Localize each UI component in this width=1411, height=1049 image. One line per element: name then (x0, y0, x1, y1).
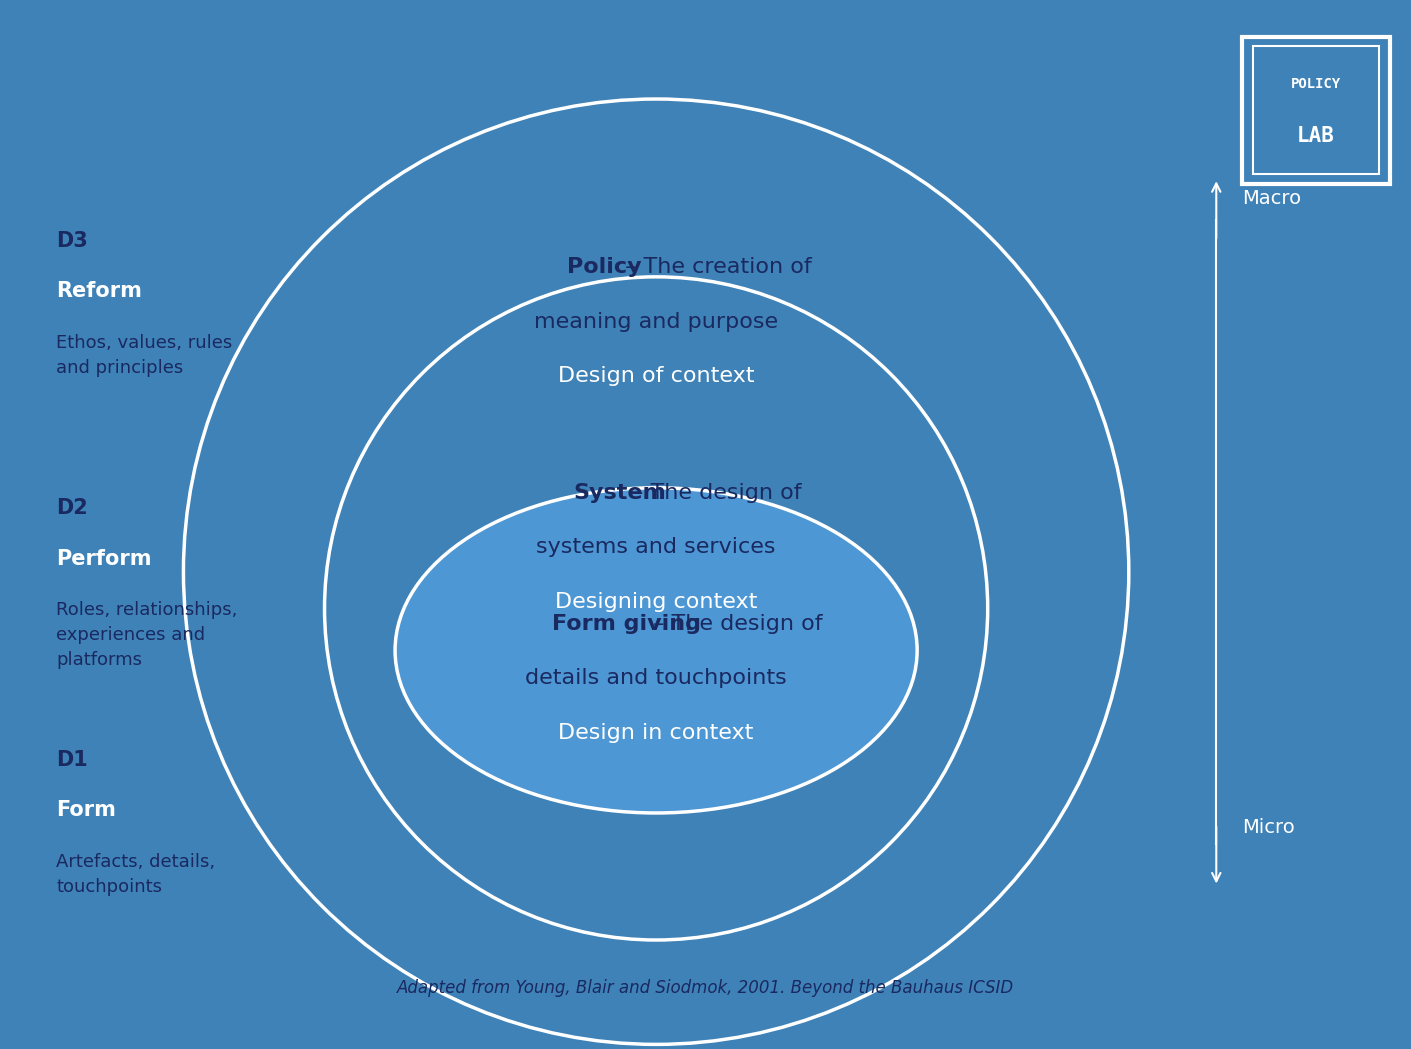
Text: Perform: Perform (56, 549, 152, 569)
Text: LAB: LAB (1297, 126, 1335, 147)
Text: Roles, relationships,
experiences and
platforms: Roles, relationships, experiences and pl… (56, 601, 238, 669)
Text: – The design of: – The design of (646, 614, 823, 634)
Text: meaning and purpose: meaning and purpose (533, 312, 779, 331)
Text: – The design of: – The design of (625, 483, 801, 502)
Text: Form: Form (56, 800, 116, 820)
FancyBboxPatch shape (1242, 37, 1390, 184)
Ellipse shape (395, 488, 917, 813)
Text: Artefacts, details,
touchpoints: Artefacts, details, touchpoints (56, 853, 216, 896)
Text: details and touchpoints: details and touchpoints (525, 668, 787, 688)
Text: Form giving: Form giving (552, 614, 701, 634)
Text: Design in context: Design in context (559, 723, 753, 743)
Text: D1: D1 (56, 750, 89, 770)
Text: D3: D3 (56, 231, 89, 251)
Text: systems and services: systems and services (536, 537, 776, 557)
Text: Policy: Policy (566, 257, 641, 277)
Text: Micro: Micro (1242, 818, 1294, 837)
Text: System: System (574, 483, 666, 502)
Text: D2: D2 (56, 498, 89, 518)
Text: Macro: Macro (1242, 189, 1301, 208)
FancyBboxPatch shape (1253, 46, 1379, 174)
Text: Ethos, values, rules
and principles: Ethos, values, rules and principles (56, 334, 233, 377)
Text: Reform: Reform (56, 281, 143, 301)
Text: POLICY: POLICY (1291, 77, 1340, 91)
Text: Adapted from Young, Blair and Siodmok, 2001. Beyond the Bauhaus ICSID: Adapted from Young, Blair and Siodmok, 2… (396, 979, 1015, 997)
Text: Design of context: Design of context (557, 366, 755, 386)
Text: – The creation of: – The creation of (618, 257, 811, 277)
Text: Designing context: Designing context (555, 592, 758, 612)
